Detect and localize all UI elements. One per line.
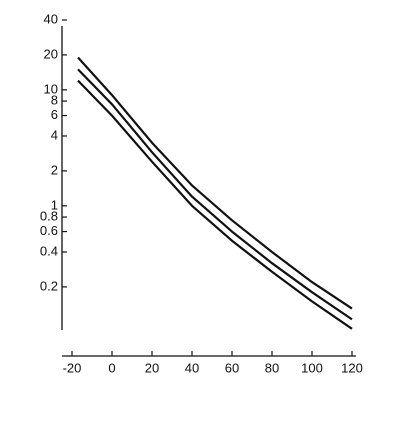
y-tick-label: 0.2	[40, 278, 58, 293]
y-tick-label: 10	[44, 81, 58, 96]
line-series	[77, 68, 353, 321]
y-tick-label: 0.8	[40, 209, 58, 224]
y-tick-label: 0.4	[40, 243, 58, 258]
y-tick-label: 1	[51, 197, 58, 212]
line-series	[77, 79, 353, 330]
y-tick-label: 2	[51, 162, 58, 177]
y-tick-label: 8	[51, 93, 58, 108]
x-tick-label: 100	[301, 360, 323, 375]
line-series	[77, 56, 353, 310]
y-tick-label: 4	[51, 127, 58, 142]
y-tick-label: 6	[51, 107, 58, 122]
x-tick-label: -20	[63, 360, 82, 375]
x-tick-label: 120	[341, 360, 363, 375]
x-tick-label: 0	[108, 360, 115, 375]
x-tick-label: 20	[145, 360, 159, 375]
x-tick-label: 80	[265, 360, 279, 375]
y-tick-label: 40	[44, 11, 58, 26]
y-tick-label: 20	[44, 46, 58, 61]
y-tick-label: 0.6	[40, 223, 58, 238]
x-tick-label: 60	[225, 360, 239, 375]
x-tick-label: 40	[185, 360, 199, 375]
